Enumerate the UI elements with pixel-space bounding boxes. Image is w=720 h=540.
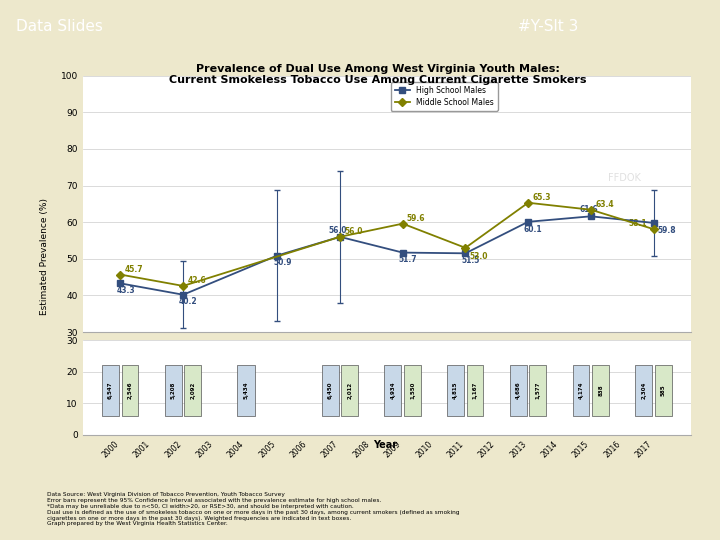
Bar bbox=[322, 366, 338, 416]
Bar bbox=[237, 366, 255, 416]
Text: 58.1: 58.1 bbox=[629, 219, 647, 228]
Text: 43.3: 43.3 bbox=[116, 286, 135, 295]
Bar bbox=[529, 366, 546, 416]
Bar bbox=[102, 366, 119, 416]
Bar bbox=[635, 366, 652, 416]
Text: 585: 585 bbox=[661, 385, 666, 396]
Text: 2,304: 2,304 bbox=[642, 382, 647, 399]
Bar bbox=[467, 366, 483, 416]
Text: Year: Year bbox=[373, 440, 397, 450]
Text: 60.1: 60.1 bbox=[524, 225, 543, 233]
Bar bbox=[404, 366, 420, 416]
Bar bbox=[384, 366, 401, 416]
Text: 61.6: 61.6 bbox=[580, 205, 598, 214]
Bar bbox=[341, 366, 358, 416]
Text: 63.4: 63.4 bbox=[595, 200, 613, 209]
Text: 6,547: 6,547 bbox=[108, 382, 113, 400]
Text: 51.7: 51.7 bbox=[398, 255, 417, 264]
Bar bbox=[165, 366, 181, 416]
Text: 2,546: 2,546 bbox=[127, 382, 132, 400]
Bar bbox=[510, 366, 526, 416]
Bar bbox=[447, 366, 464, 416]
Text: 4,686: 4,686 bbox=[516, 382, 521, 400]
Bar bbox=[122, 366, 138, 416]
Text: Prevalence of Dual Use Among West Virginia Youth Males:
Current Smokeless Tobacc: Prevalence of Dual Use Among West Virgin… bbox=[169, 64, 587, 85]
Text: 59.6: 59.6 bbox=[407, 214, 426, 223]
Legend: High School Males, Middle School Males: High School Males, Middle School Males bbox=[391, 82, 498, 111]
Bar bbox=[592, 366, 609, 416]
Text: 40.2: 40.2 bbox=[179, 298, 197, 306]
Text: 838: 838 bbox=[598, 385, 603, 396]
Bar bbox=[572, 366, 590, 416]
Text: 4,934: 4,934 bbox=[390, 382, 395, 400]
Text: 4,815: 4,815 bbox=[453, 382, 458, 400]
Text: Data Slides: Data Slides bbox=[16, 18, 103, 33]
Text: 50.9: 50.9 bbox=[273, 258, 292, 267]
Text: 56.0: 56.0 bbox=[344, 227, 363, 236]
Bar bbox=[654, 366, 672, 416]
Text: 42.6: 42.6 bbox=[187, 276, 206, 285]
Text: Data Source: West Virginia Division of Tobacco Prevention, Youth Tobacco Survey
: Data Source: West Virginia Division of T… bbox=[47, 492, 459, 526]
Text: 5,434: 5,434 bbox=[243, 382, 248, 400]
Text: FFDOK: FFDOK bbox=[608, 173, 641, 183]
Text: 5,208: 5,208 bbox=[171, 382, 176, 399]
Bar bbox=[184, 366, 201, 416]
Text: 53.0: 53.0 bbox=[469, 252, 488, 261]
Text: 1,577: 1,577 bbox=[536, 382, 541, 400]
Text: 4,174: 4,174 bbox=[579, 382, 583, 400]
Text: 56.0: 56.0 bbox=[329, 226, 347, 235]
Text: 45.7: 45.7 bbox=[125, 265, 143, 274]
Text: #Y-Slt 3: #Y-Slt 3 bbox=[518, 18, 579, 33]
Text: 65.3: 65.3 bbox=[532, 193, 551, 202]
Text: 51.5: 51.5 bbox=[462, 256, 480, 265]
Text: 2,092: 2,092 bbox=[191, 382, 195, 399]
Text: 59.8: 59.8 bbox=[658, 226, 676, 234]
Text: 2,012: 2,012 bbox=[347, 382, 352, 399]
Text: Estimated Prevalence (%): Estimated Prevalence (%) bbox=[40, 198, 49, 315]
Text: 1,167: 1,167 bbox=[473, 382, 478, 399]
Text: 6,450: 6,450 bbox=[328, 382, 333, 400]
Text: 1,550: 1,550 bbox=[410, 382, 415, 399]
